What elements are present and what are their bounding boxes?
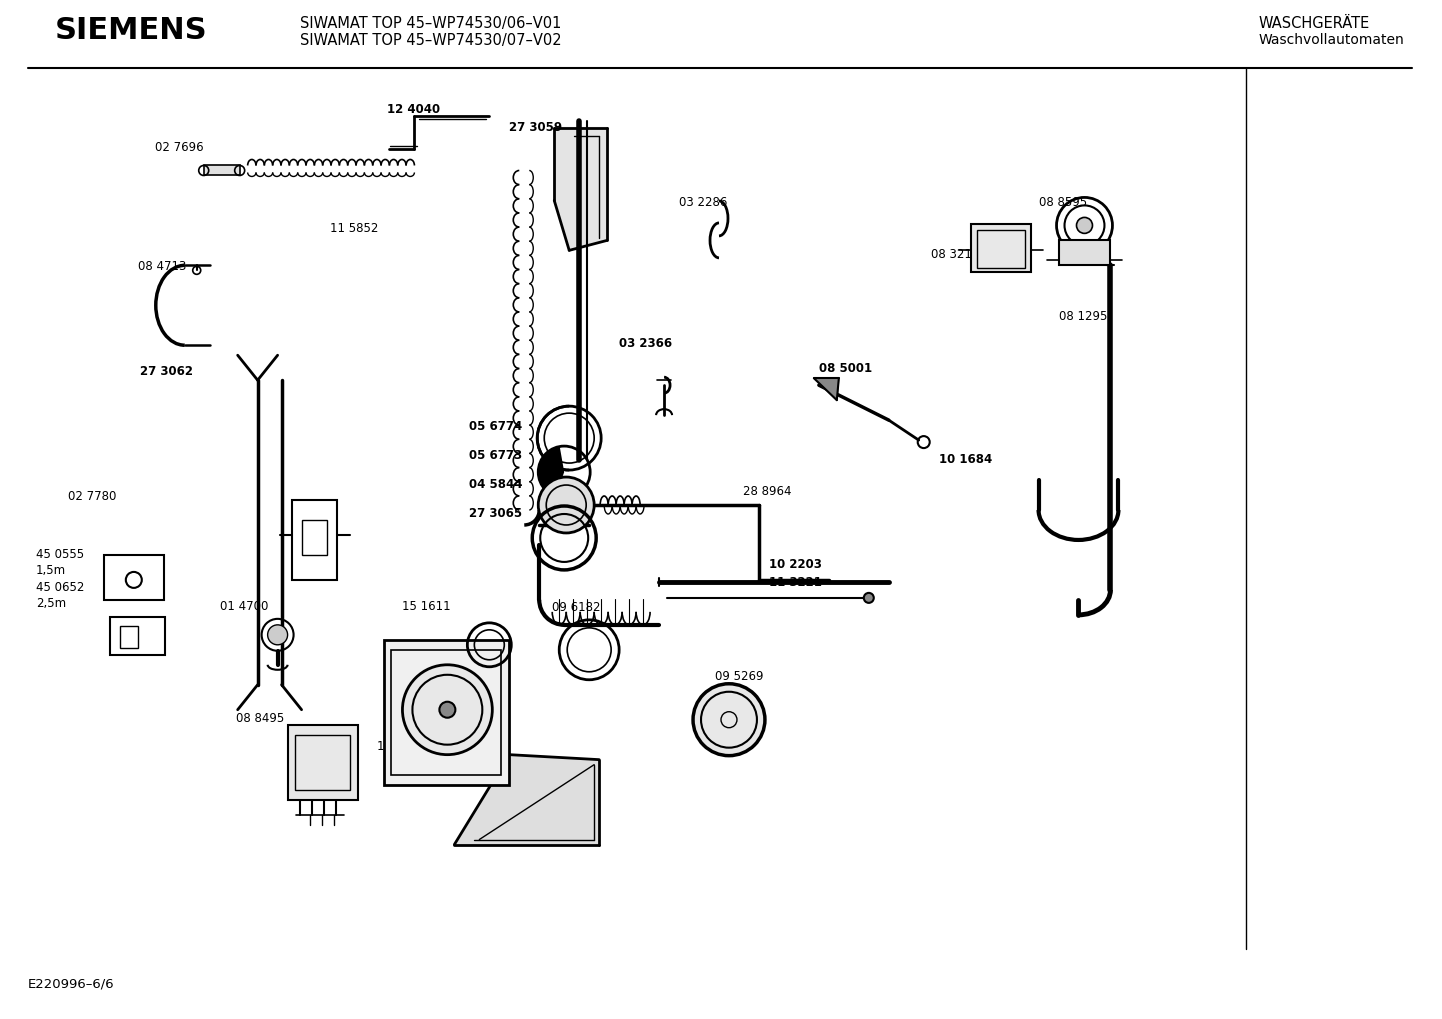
Text: 10 1684: 10 1684 [939, 453, 992, 466]
Text: 27 3059: 27 3059 [509, 120, 562, 133]
Circle shape [402, 664, 492, 755]
Text: 27 3062: 27 3062 [140, 365, 193, 378]
Polygon shape [813, 378, 839, 400]
Text: 01 4700: 01 4700 [219, 600, 268, 612]
Text: 08 3211: 08 3211 [930, 249, 979, 261]
Circle shape [538, 477, 594, 533]
Text: Waschvollautomaten: Waschvollautomaten [1259, 33, 1405, 47]
Bar [301, 520, 326, 555]
Polygon shape [554, 127, 607, 251]
Text: 28 8964: 28 8964 [743, 485, 792, 498]
Text: 08 8595: 08 8595 [1038, 197, 1087, 210]
Bar [391, 650, 502, 774]
Bar [976, 230, 1025, 268]
Text: 09 5269: 09 5269 [715, 669, 763, 683]
Text: 27 3065: 27 3065 [469, 507, 522, 520]
Circle shape [1077, 217, 1093, 233]
Text: 04 5844: 04 5844 [469, 478, 523, 491]
Text: 10 2203: 10 2203 [769, 558, 822, 571]
Text: 03 2366: 03 2366 [619, 337, 672, 351]
Bar [294, 735, 349, 790]
Circle shape [268, 625, 287, 645]
Circle shape [864, 593, 874, 603]
Text: SIEMENS: SIEMENS [55, 15, 208, 45]
Text: E220996–6/6: E220996–6/6 [27, 977, 114, 990]
Text: SIWAMAT TOP 45–WP74530/07–V02: SIWAMAT TOP 45–WP74530/07–V02 [300, 33, 561, 48]
Circle shape [694, 684, 764, 756]
Text: WASCHGERÄTE: WASCHGERÄTE [1259, 15, 1370, 31]
Circle shape [440, 702, 456, 717]
Text: 05 6773: 05 6773 [469, 449, 522, 462]
Text: 14 1326: 14 1326 [378, 740, 425, 753]
Text: 08 4713: 08 4713 [138, 260, 186, 273]
Bar [291, 500, 336, 580]
Text: 15 1611: 15 1611 [402, 600, 451, 612]
Text: 02 7780: 02 7780 [68, 490, 117, 503]
Bar [110, 616, 164, 655]
Text: 11 5852: 11 5852 [330, 222, 378, 235]
Text: 11 3221: 11 3221 [769, 576, 822, 589]
Text: 08 8495: 08 8495 [235, 711, 284, 725]
Bar [1058, 240, 1110, 265]
Text: 08 1295: 08 1295 [1058, 310, 1107, 323]
Text: 05 6774: 05 6774 [469, 420, 522, 433]
Text: 03 2286: 03 2286 [679, 197, 727, 210]
Bar [104, 555, 164, 600]
Bar [970, 224, 1031, 272]
Text: 09 6182: 09 6182 [552, 601, 601, 613]
Text: 12 4040: 12 4040 [388, 103, 441, 115]
Text: 02 7696: 02 7696 [154, 141, 203, 154]
Bar [385, 640, 509, 785]
Bar [287, 725, 358, 800]
Polygon shape [454, 755, 600, 845]
Text: 08 5001: 08 5001 [819, 362, 872, 375]
Bar [203, 165, 239, 175]
Bar [120, 626, 138, 648]
Text: SIWAMAT TOP 45–WP74530/06–V01: SIWAMAT TOP 45–WP74530/06–V01 [300, 15, 561, 31]
Text: 45 0555
1,5m
45 0652
2,5m: 45 0555 1,5m 45 0652 2,5m [36, 548, 84, 610]
Wedge shape [538, 446, 564, 496]
